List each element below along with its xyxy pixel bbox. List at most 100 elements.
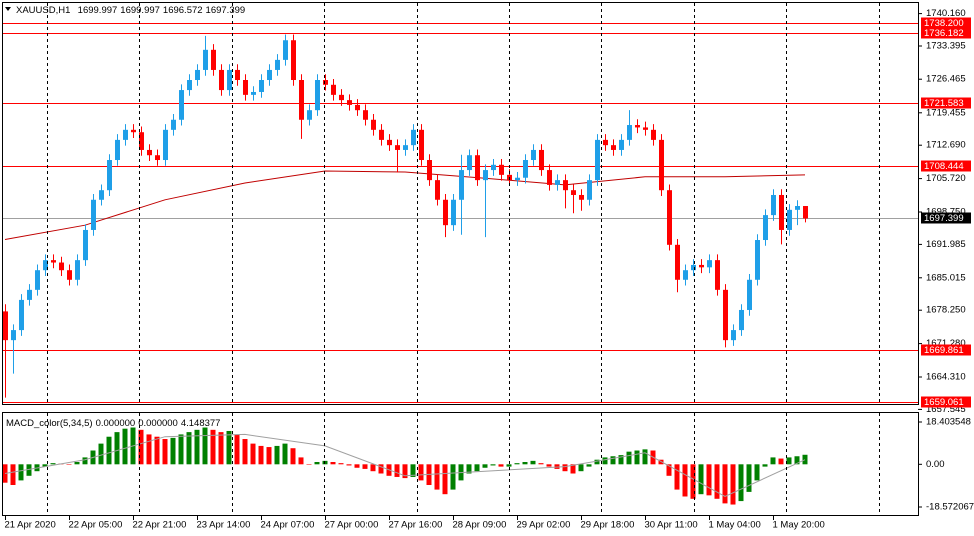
macd-bar xyxy=(354,464,360,468)
candle-body xyxy=(571,190,576,195)
candle-body xyxy=(35,270,40,290)
macd-bar xyxy=(226,430,232,465)
candle-body xyxy=(707,260,712,268)
candle-body xyxy=(763,215,768,241)
candle-body xyxy=(771,194,776,216)
macd-bar xyxy=(50,463,56,465)
macd-bar xyxy=(706,464,712,496)
candle-body xyxy=(643,127,648,130)
candle-body xyxy=(323,80,328,85)
macd-bar xyxy=(330,462,336,465)
macd-bar xyxy=(106,436,112,465)
candle-body xyxy=(379,129,384,140)
macd-bar xyxy=(42,464,48,467)
macd-bar xyxy=(690,464,696,499)
candle-body xyxy=(211,49,216,70)
chart-header: XAUUSD,H1 1699.997 1699.997 1696.572 1697.39… xyxy=(16,5,245,16)
y-tick-label: 1733.395 xyxy=(926,41,966,52)
current-price-label: 1697.399 xyxy=(924,213,964,224)
candle-body xyxy=(27,289,32,300)
candle-body xyxy=(683,270,688,280)
macd-bar xyxy=(18,464,24,481)
y-tick-label: 1691.985 xyxy=(926,239,966,250)
macd-bar xyxy=(562,464,568,472)
macd-bar xyxy=(522,462,528,465)
dropdown-icon xyxy=(5,7,11,11)
candle-body xyxy=(435,180,440,200)
candle-body xyxy=(347,100,352,105)
candle-body xyxy=(195,69,200,81)
level-label: 1721.583 xyxy=(924,98,964,109)
y-tick-label: 1671.280 xyxy=(926,338,966,349)
candle-body xyxy=(755,240,760,280)
ohlc-value: 1696.572 xyxy=(163,5,203,16)
candle-body xyxy=(443,199,448,226)
candle-body xyxy=(483,170,488,181)
macd-bar xyxy=(778,458,784,465)
macd-bar xyxy=(418,464,424,481)
macd-bar xyxy=(490,464,496,466)
candle-body xyxy=(91,199,96,230)
candle-body xyxy=(531,149,536,161)
macd-bar xyxy=(466,464,472,474)
level-label: 1736.182 xyxy=(924,28,964,39)
macd-bar xyxy=(682,464,688,497)
ohlc-value: 1697.399 xyxy=(206,5,246,16)
macd-bar xyxy=(722,464,728,504)
macd-bar xyxy=(282,443,288,465)
candle-body xyxy=(355,104,360,111)
level-label: 1708.444 xyxy=(924,161,964,172)
macd-bar xyxy=(626,451,632,465)
macd-bar xyxy=(82,457,88,465)
candle-body xyxy=(611,145,616,150)
level-label-bg xyxy=(921,396,971,408)
x-tick-label: 29 Apr 18:00 xyxy=(581,520,635,531)
candle-body xyxy=(227,69,232,91)
macd-bar xyxy=(170,437,176,465)
macd-bar xyxy=(362,464,368,469)
candle-body xyxy=(123,129,128,140)
candle-body xyxy=(331,84,336,95)
candle-body xyxy=(587,180,592,200)
candle-body xyxy=(187,80,192,91)
candle-body xyxy=(523,160,528,178)
candle-body xyxy=(283,40,288,60)
macd-bar xyxy=(434,464,440,490)
candle-body xyxy=(83,229,88,261)
x-tick-label: 24 Apr 07:00 xyxy=(261,520,315,531)
macd-bar xyxy=(394,464,400,477)
main-plot xyxy=(3,23,918,403)
candle-body xyxy=(363,110,368,120)
macd-bar xyxy=(714,464,720,499)
macd-plot xyxy=(3,427,808,505)
candle-body xyxy=(59,262,64,271)
x-tick-label: 1 May 04:00 xyxy=(709,520,761,531)
macd-bar xyxy=(74,462,80,465)
macd-bar xyxy=(338,463,344,465)
macd-bar xyxy=(66,464,72,465)
candle-body xyxy=(427,160,432,181)
candle-body xyxy=(491,164,496,171)
candle-body xyxy=(139,132,144,150)
macd-bar xyxy=(98,443,104,465)
macd-bar xyxy=(154,436,160,465)
candle-body xyxy=(595,139,600,181)
candle-body xyxy=(387,139,392,146)
candle-body xyxy=(515,177,520,181)
candle-body xyxy=(467,155,472,171)
candle-body xyxy=(155,155,160,161)
level-label: 1738.200 xyxy=(924,18,964,29)
candle-body xyxy=(259,80,264,92)
candle-body xyxy=(731,330,736,341)
candle-body xyxy=(291,40,296,81)
level-label-bg xyxy=(921,27,971,39)
candle-body xyxy=(475,155,480,181)
level-label-bg xyxy=(921,17,971,29)
macd-bar xyxy=(194,429,200,465)
macd-title: MACD_color(5,34,5) xyxy=(6,418,93,429)
candle-body xyxy=(171,119,176,130)
macd-bar xyxy=(162,439,168,465)
x-tick-label: 27 Apr 00:00 xyxy=(325,520,379,531)
macd-bar xyxy=(802,454,808,465)
